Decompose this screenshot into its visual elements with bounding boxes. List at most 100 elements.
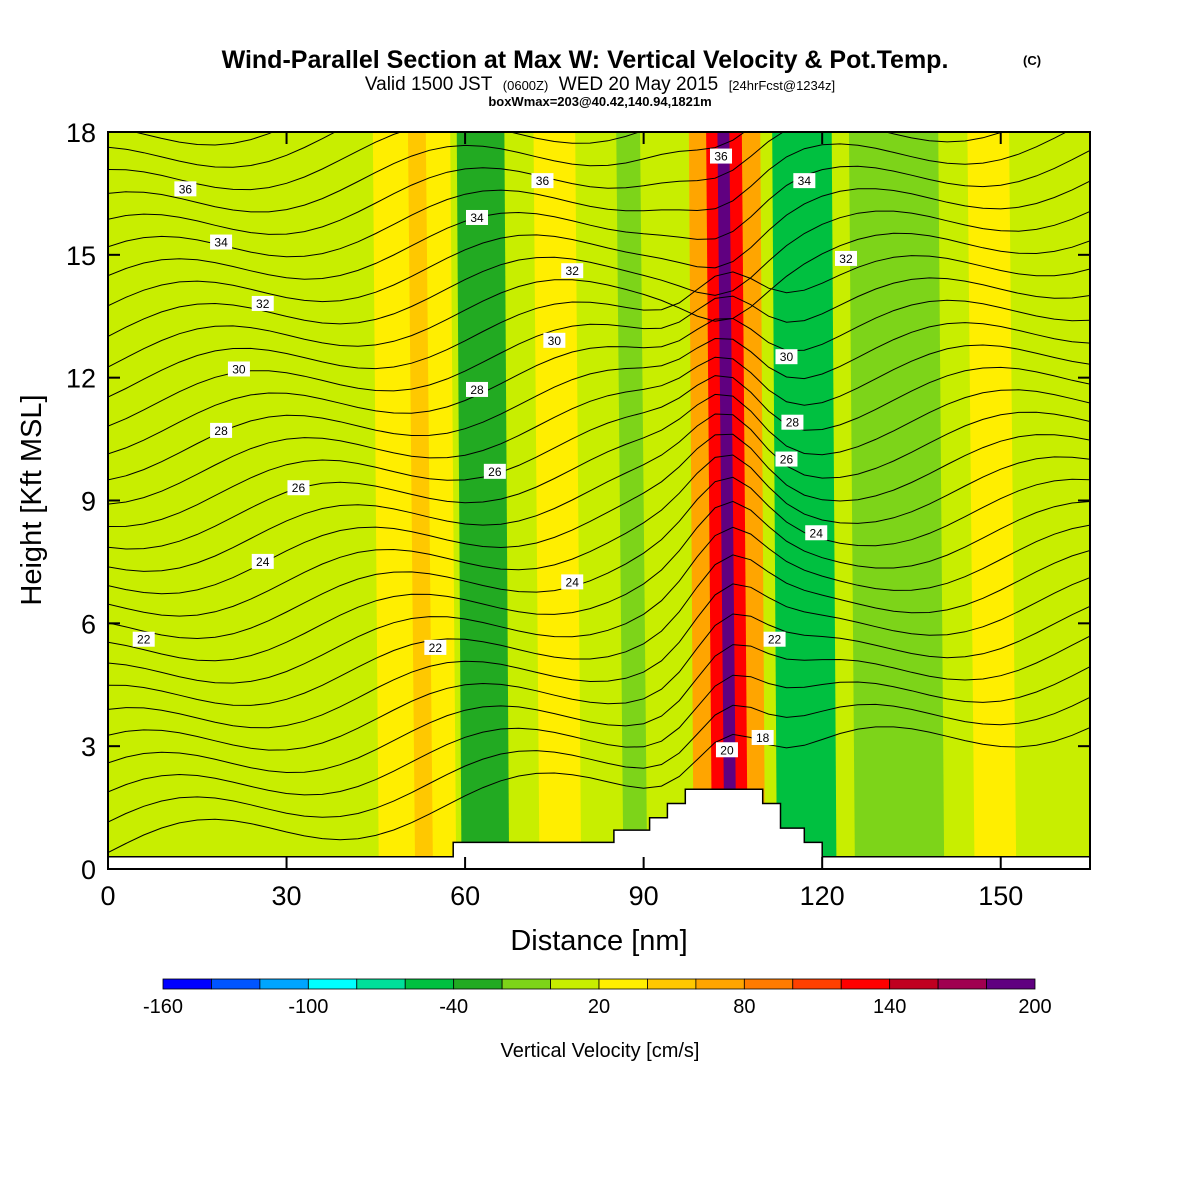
colorbar-swatch: [598, 978, 648, 990]
theta-label-text: 28: [470, 383, 484, 397]
theta-contour-label: 24: [561, 574, 584, 590]
theta-contour-line: [108, 666, 1090, 796]
theta-contour-label: 32: [561, 263, 584, 279]
chart-title: Wind-Parallel Section at Max W: Vertical…: [222, 46, 949, 74]
theta-label-box: [174, 181, 197, 197]
theta-contour-label: 22: [132, 631, 155, 647]
theta-label-text: 36: [536, 174, 550, 188]
colorbar-swatch: [647, 978, 697, 990]
theta-contour-label: 32: [251, 295, 274, 311]
theta-contour-line: [108, 232, 1090, 368]
theta-label-text: 22: [768, 633, 782, 647]
colorbar-swatch: [743, 978, 794, 990]
theta-contour-line: [108, 132, 746, 213]
theta-label-text: 34: [214, 236, 228, 250]
velocity-band: [848, 132, 945, 869]
plot-area: 22 24 26 28 30 32 34 36 22 26 28 34 36 32 30 24 36 20 18 22…: [108, 132, 1090, 869]
theta-contour-label: 26: [775, 451, 798, 467]
y-tick-label: 12: [66, 364, 96, 394]
chart-subtitle: Valid 1500 JST (0600Z) WED 20 May 2015 […: [365, 74, 835, 95]
theta-label-text: 32: [256, 297, 270, 311]
theta-label-text: 30: [780, 350, 794, 364]
theta-contour-line: [108, 577, 1090, 729]
theta-contour-label: 22: [424, 639, 447, 655]
theta-contour-line: [108, 605, 1090, 751]
velocity-band: [407, 132, 433, 869]
colorbar-swatch: [889, 978, 939, 990]
theta-label-box: [834, 250, 857, 266]
subtitle-date: WED 20 May 2015: [559, 74, 718, 95]
chart-subtitle-2: boxWmax=203@40.42,140.94,1821m: [488, 94, 711, 109]
velocity-band: [717, 132, 737, 869]
theta-contour-labels: 22 24 26 28 30 32 34 36 22 26 28 34 36 32 30 24 36 20 18 22…: [132, 148, 857, 758]
x-axis-label: Distance [nm]: [510, 925, 687, 957]
theta-label-text: 36: [714, 150, 728, 164]
subtitle-valid: Valid 1500 JST: [365, 74, 493, 95]
x-tick-label: 60: [450, 881, 480, 911]
theta-contours: [108, 132, 1090, 854]
colorbar-swatch: [695, 978, 745, 990]
theta-label-box: [715, 742, 738, 758]
theta-contour-line: [108, 500, 1090, 662]
chart-title-text: Wind-Parallel Section at Max W: Vertical…: [222, 46, 949, 74]
theta-label-box: [424, 639, 447, 655]
theta-label-box: [483, 463, 506, 479]
y-tick-label: 6: [81, 609, 96, 639]
theta-label-box: [210, 422, 233, 438]
theta-label-box: [251, 553, 274, 569]
theta-label-box: [465, 209, 488, 225]
theta-contour-line: [108, 322, 1090, 481]
terrain: [108, 788, 1090, 869]
theta-contour-line: [108, 149, 1090, 280]
theta-contour-label: 34: [465, 209, 488, 225]
theta-contour-label: 28: [465, 381, 488, 397]
theta-contour-line: [108, 389, 1090, 550]
velocity-band: [108, 132, 379, 869]
colorbar-swatch: [453, 978, 503, 990]
y-tick-label: 15: [66, 241, 96, 271]
x-axis: 0 30 60 90 120 150: [100, 132, 1023, 911]
theta-contour-line: [108, 299, 1090, 455]
velocity-field: [108, 132, 1090, 869]
colorbar-swatch: [840, 978, 891, 990]
y-axis-label: Height [Kft MSL]: [16, 394, 48, 605]
theta-label-text: 24: [256, 555, 270, 569]
theta-contour-line: [108, 132, 1068, 258]
velocity-band: [616, 132, 648, 869]
colorbar-tick-label: -40: [439, 996, 468, 1018]
colorbar-swatch: [162, 978, 212, 990]
colorbar-label: Vertical Velocity [cm/s]: [501, 1040, 700, 1062]
colorbar-tick-label: -100: [288, 996, 328, 1018]
theta-label-text: 20: [720, 743, 734, 757]
theta-contour-label: 24: [805, 525, 828, 541]
theta-contour-label: 36: [531, 173, 554, 189]
theta-label-text: 22: [429, 641, 443, 655]
colorbar: -160 -100 -40 20 80 140 200: [143, 978, 1052, 1018]
theta-label-box: [561, 263, 584, 279]
theta-contour-label: 36: [174, 181, 197, 197]
theta-label-text: 24: [566, 575, 580, 589]
theta-contour-line: [108, 180, 1090, 307]
theta-contour-label: 18: [751, 729, 774, 745]
colorbar-swatch: [307, 978, 358, 990]
theta-contour-line: [108, 635, 1090, 774]
theta-label-text: 26: [488, 465, 502, 479]
theta-label-box: [287, 480, 310, 496]
theta-label-text: 28: [214, 424, 228, 438]
theta-label-text: 34: [470, 211, 484, 225]
theta-contour-label: 32: [834, 250, 857, 266]
theta-label-box: [465, 381, 488, 397]
theta-contour-label: 26: [483, 463, 506, 479]
theta-contour-label: 34: [793, 173, 816, 189]
x-tick-label: 90: [629, 881, 659, 911]
colorbar-swatch: [937, 978, 987, 990]
theta-contour-line: [108, 550, 1090, 706]
theta-contour-label: 20: [715, 742, 738, 758]
colorbar-swatch: [259, 978, 309, 990]
theta-contour-label: 30: [543, 332, 566, 348]
theta-label-text: 22: [137, 633, 151, 647]
theta-label-text: 36: [179, 182, 193, 196]
colorbar-tick-label: 80: [733, 996, 755, 1018]
theta-label-text: 18: [756, 731, 770, 745]
